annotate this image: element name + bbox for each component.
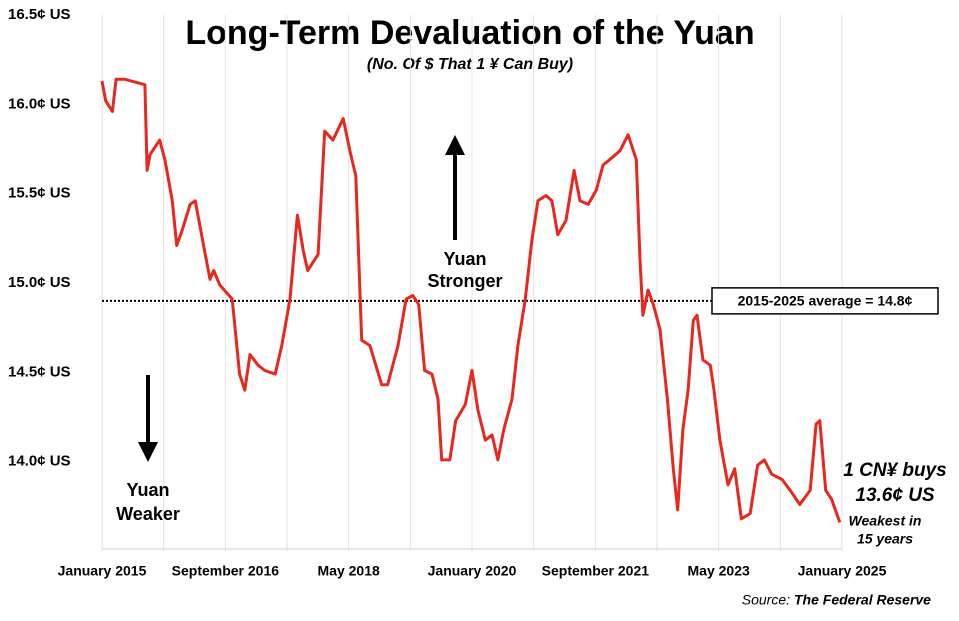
y-tick-label: 15.0¢ US [8,274,71,291]
y-tick-label: 15.5¢ US [8,185,71,202]
y-tick-label: 14.0¢ US [8,453,71,470]
arrow-head [138,442,158,462]
annotation: Weakest in [849,513,922,529]
chart-title: Long-Term Devaluation of the Yuan [185,14,754,52]
annotation: 13.6¢ US [855,485,935,506]
x-tick-label: September 2021 [542,563,650,579]
annotation: Yuan [443,249,486,269]
annotation: 1 CN¥ buys [843,460,946,481]
x-tick-label: January 2015 [58,563,147,579]
y-tick-label: 14.5¢ US [8,363,71,380]
x-tick-label: January 2025 [798,563,887,579]
reference-label-box [711,287,939,315]
x-tick-label: May 2023 [688,563,750,579]
arrow-head [445,135,465,155]
reference-label: 2015-2025 average = 14.8¢ [738,293,913,309]
source-prefix: Source: [742,592,790,608]
source: The Federal Reserve [794,592,931,608]
chart-subtitle: (No. Of $ That 1 ¥ Can Buy) [367,56,573,73]
x-tick-label: September 2016 [172,563,280,579]
y-tick-label: 16.5¢ US [8,6,71,23]
y-tick-label: 16.0¢ US [8,95,71,112]
series-line [100,77,842,523]
annotation: 15 years [857,531,913,547]
annotation: Yuan [126,480,169,500]
x-tick-label: May 2018 [318,563,380,579]
x-tick-label: January 2020 [428,563,517,579]
annotation: Weaker [116,504,180,524]
annotation: Stronger [427,271,502,291]
